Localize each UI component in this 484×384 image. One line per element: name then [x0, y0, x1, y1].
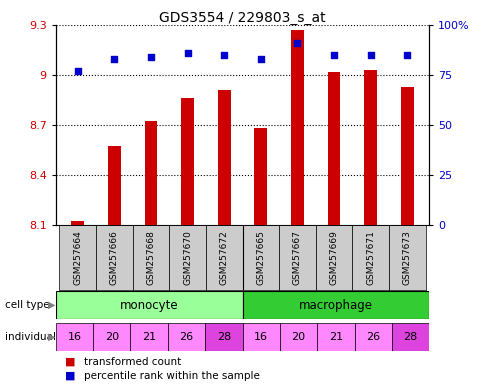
Bar — [71, 221, 84, 225]
Bar — [290, 30, 303, 225]
Bar — [351, 225, 388, 290]
Bar — [217, 90, 230, 225]
Bar — [388, 225, 424, 290]
Bar — [242, 291, 428, 319]
Bar — [315, 225, 351, 290]
Point — [330, 52, 337, 58]
Text: ▶: ▶ — [47, 332, 55, 342]
Bar — [96, 225, 133, 290]
Text: 21: 21 — [328, 332, 342, 342]
Point — [74, 68, 81, 74]
Bar — [279, 323, 317, 351]
Text: GSM257668: GSM257668 — [146, 230, 155, 285]
Bar — [205, 323, 242, 351]
Bar — [56, 323, 93, 351]
Text: 20: 20 — [291, 332, 305, 342]
Text: 26: 26 — [179, 332, 193, 342]
Bar — [206, 225, 242, 290]
Text: GDS3554 / 229803_s_at: GDS3554 / 229803_s_at — [159, 11, 325, 25]
Bar — [363, 70, 376, 225]
Bar — [242, 323, 279, 351]
Bar — [56, 291, 242, 319]
Text: ▶: ▶ — [47, 300, 55, 310]
Text: GSM257672: GSM257672 — [219, 230, 228, 285]
Text: 26: 26 — [365, 332, 379, 342]
Text: 28: 28 — [216, 332, 230, 342]
Bar — [133, 225, 169, 290]
Text: ■: ■ — [65, 357, 76, 367]
Bar — [391, 323, 428, 351]
Bar — [278, 225, 315, 290]
Text: GSM257665: GSM257665 — [256, 230, 265, 285]
Bar — [108, 146, 121, 225]
Bar — [242, 225, 278, 290]
Point — [293, 40, 301, 46]
Point — [110, 56, 118, 62]
Text: GSM257669: GSM257669 — [329, 230, 338, 285]
Text: GSM257670: GSM257670 — [182, 230, 192, 285]
Text: 28: 28 — [403, 332, 417, 342]
Bar — [400, 86, 413, 225]
Bar — [169, 225, 206, 290]
Bar — [254, 128, 267, 225]
Point — [403, 52, 410, 58]
Text: ■: ■ — [65, 371, 76, 381]
Text: GSM257667: GSM257667 — [292, 230, 302, 285]
Point — [220, 52, 227, 58]
Bar — [93, 323, 130, 351]
Text: transformed count: transformed count — [84, 357, 181, 367]
Text: GSM257664: GSM257664 — [73, 230, 82, 285]
Text: monocyte: monocyte — [120, 299, 178, 311]
Text: individual: individual — [5, 332, 56, 342]
Bar — [354, 323, 391, 351]
Text: GSM257673: GSM257673 — [402, 230, 411, 285]
Bar — [167, 323, 205, 351]
Text: 16: 16 — [67, 332, 81, 342]
Text: percentile rank within the sample: percentile rank within the sample — [84, 371, 259, 381]
Bar — [60, 225, 96, 290]
Text: macrophage: macrophage — [298, 299, 372, 311]
Bar — [317, 323, 354, 351]
Text: 16: 16 — [254, 332, 268, 342]
Bar — [144, 121, 157, 225]
Point — [366, 52, 374, 58]
Text: GSM257666: GSM257666 — [110, 230, 119, 285]
Bar — [181, 98, 194, 225]
Point — [147, 54, 154, 60]
Text: cell type: cell type — [5, 300, 49, 310]
Bar — [130, 323, 167, 351]
Point — [257, 56, 264, 62]
Bar — [327, 71, 340, 225]
Text: 21: 21 — [142, 332, 156, 342]
Text: 20: 20 — [105, 332, 119, 342]
Text: GSM257671: GSM257671 — [365, 230, 374, 285]
Point — [183, 50, 191, 56]
